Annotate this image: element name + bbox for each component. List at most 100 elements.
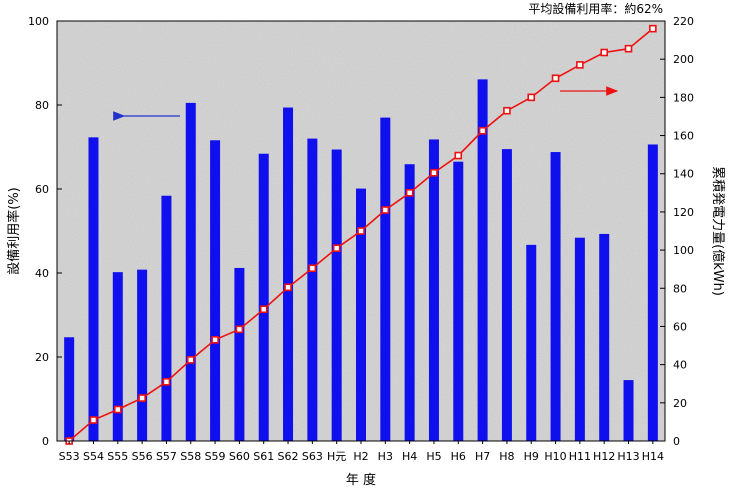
bar-H12	[599, 233, 610, 441]
line-point-S55	[114, 405, 122, 414]
x-tick-label-H14: H14	[642, 450, 664, 463]
x-tick-label-S54: S54	[83, 450, 104, 463]
line-point-H8	[503, 106, 511, 115]
x-tick-label-H11: H11	[569, 450, 591, 463]
line-point-S61	[259, 305, 268, 314]
x-axis-title: 年 度	[346, 472, 376, 488]
line-point-H9	[527, 93, 536, 102]
right-tick-label: 0	[673, 435, 680, 448]
x-tick-label-H7: H7	[475, 450, 490, 463]
right-tick-label: 200	[673, 53, 694, 66]
line-point-H7	[478, 126, 487, 135]
x-tick-label-S61: S61	[253, 450, 274, 463]
x-tick-label-S56: S56	[132, 450, 153, 463]
left-tick-label: 60	[35, 183, 49, 196]
bar-H9	[526, 244, 537, 441]
left-tick-label: 100	[28, 15, 49, 28]
bar-S60	[234, 267, 245, 441]
x-tick-label-S58: S58	[180, 450, 201, 463]
bar-S53	[64, 337, 75, 441]
bar-H13	[623, 380, 634, 441]
average-utilization-note: 平均設備利用率：約62%	[528, 1, 663, 16]
x-tick-label-S63: S63	[302, 450, 323, 463]
bar-H2	[356, 188, 366, 441]
right-tick-label: 180	[673, 91, 694, 104]
right-axis: 0 20 40 60 80 100 120 140 160 180 200 220	[660, 15, 694, 448]
right-tick-label: 160	[673, 130, 694, 143]
x-tick-label-H8: H8	[499, 450, 514, 463]
x-tick-label-H12: H12	[593, 450, 615, 463]
bar-H元	[331, 149, 342, 441]
x-tick-label-S60: S60	[229, 450, 250, 463]
x-tick-label-S59: S59	[205, 450, 226, 463]
line-point-S63	[308, 264, 317, 273]
line-point-S62	[284, 283, 292, 292]
bar-H4	[404, 164, 415, 441]
bar-S55	[112, 272, 123, 441]
right-tick-label: 80	[673, 282, 687, 295]
x-tick-label-S57: S57	[156, 450, 177, 463]
bar-S59	[210, 140, 221, 441]
x-tick-label-H10: H10	[544, 450, 566, 463]
line-point-H14	[649, 24, 657, 33]
x-tick-label-S53: S53	[59, 450, 80, 463]
line-point-S58	[186, 356, 195, 364]
line-series	[65, 24, 657, 445]
bar-S61	[258, 153, 269, 441]
right-tick-label: 20	[673, 397, 687, 410]
line-point-H13	[624, 44, 633, 53]
line-point-S57	[162, 378, 171, 386]
bar-H10	[550, 152, 561, 442]
x-tick-label-H6: H6	[451, 450, 466, 463]
y2-axis-title: 累積発電力量(億kWh)	[710, 166, 726, 296]
line-point-H12	[600, 48, 609, 57]
bar-S63	[307, 138, 318, 441]
bar-S57	[161, 195, 172, 441]
left-tick-label: 0	[42, 435, 49, 448]
x-tick-label-H元: H元	[327, 450, 346, 463]
bar-S58	[185, 102, 196, 442]
bar-S62	[283, 107, 294, 442]
line-point-H11	[576, 61, 584, 69]
right-tick-label: 100	[673, 244, 694, 257]
line-point-H5	[430, 168, 438, 177]
line-point-S59	[211, 336, 219, 344]
left-axis: 0 20 40 60 80 100	[28, 15, 62, 448]
line-point-H2	[357, 227, 365, 235]
x-tick-label-H4: H4	[402, 450, 417, 463]
line-point-S56	[138, 394, 146, 402]
right-tick-label: 140	[673, 168, 694, 181]
line-point-H4	[405, 189, 414, 197]
line-point-H10	[551, 74, 560, 83]
right-tick-label: 120	[673, 206, 694, 219]
bar-H7	[477, 79, 488, 441]
line-point-H元	[332, 244, 341, 252]
bar-H11	[574, 237, 585, 441]
bar-S54	[88, 137, 99, 441]
line-point-S60	[235, 325, 244, 334]
bar-H3	[380, 117, 391, 441]
bar-S56	[137, 269, 148, 441]
bar-series	[64, 79, 658, 442]
right-tick-label: 60	[673, 320, 687, 333]
bar-H14	[647, 144, 658, 442]
x-tick-label-S62: S62	[278, 450, 299, 463]
line-point-S54	[89, 416, 98, 424]
left-tick-label: 40	[35, 267, 49, 280]
x-axis: S53 S54 S55 S56 S57 S58 S59 S60 S61 S62 S63 H元 H2 H3 H…	[59, 441, 664, 463]
line-point-H6	[454, 151, 463, 160]
line-point-H3	[381, 206, 390, 214]
y-axis-title: 設備利用率(%)	[6, 187, 22, 275]
bar-H5	[428, 139, 439, 441]
x-tick-label-S55: S55	[107, 450, 128, 463]
right-tick-label: 220	[673, 15, 694, 28]
right-tick-label: 40	[673, 359, 687, 372]
left-tick-label: 20	[35, 351, 49, 364]
x-tick-label-H5: H5	[426, 450, 441, 463]
x-tick-label-H2: H2	[353, 450, 368, 463]
x-tick-label-H13: H13	[617, 450, 639, 463]
bar-H6	[453, 161, 464, 441]
x-tick-label-H9: H9	[524, 450, 539, 463]
